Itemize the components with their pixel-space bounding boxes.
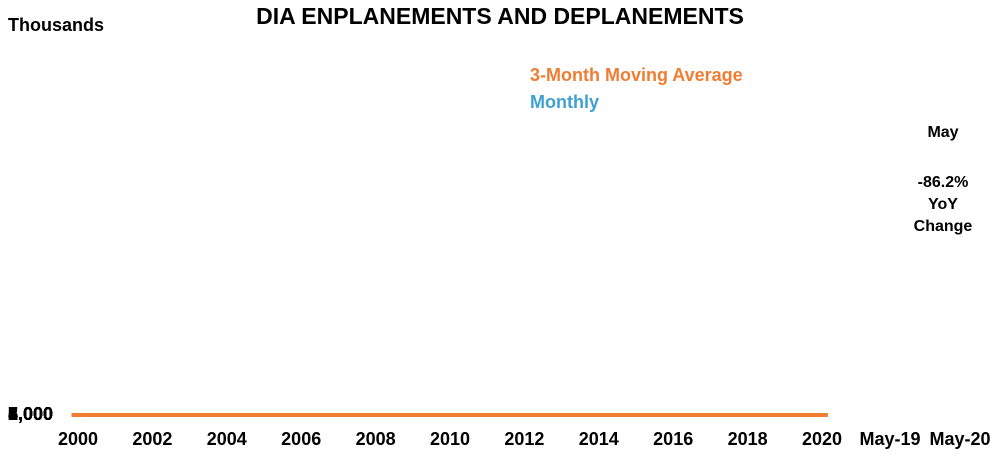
legend-entry: Monthly xyxy=(530,92,599,112)
y-tick-label: 5,000 xyxy=(8,404,53,424)
annotation: YoY xyxy=(928,196,958,213)
y-axis-label: Thousands xyxy=(8,15,104,35)
x-tick-label: 2006 xyxy=(281,429,321,449)
x-tick-label: May-19 xyxy=(859,429,920,449)
x-tick-label: 2004 xyxy=(207,429,247,449)
x-tick-label: 2000 xyxy=(58,429,98,449)
x-tick-label: 2012 xyxy=(504,429,544,449)
y-tick-label: 4,000 xyxy=(8,404,53,424)
chart-title: DIA ENPLANEMENTS AND DEPLANEMENTS xyxy=(256,3,744,29)
x-tick-label: 2020 xyxy=(802,429,842,449)
x-tick-label: 2018 xyxy=(728,429,768,449)
x-tick-label: 2016 xyxy=(653,429,693,449)
y-tick-label: 2,000 xyxy=(8,404,53,424)
annotation: -86.2% xyxy=(918,174,969,191)
annotation: May xyxy=(927,124,958,141)
x-tick-label: May-20 xyxy=(929,429,990,449)
y-tick-label: 7,000 xyxy=(8,404,53,424)
y-tick-label: 8,000 xyxy=(8,404,53,424)
y-tick-label: 1,000 xyxy=(8,404,53,424)
annotation: Change xyxy=(914,218,973,235)
x-tick-label: 2010 xyxy=(430,429,470,449)
legend-entry: 3-Month Moving Average xyxy=(530,65,743,85)
y-tick-label: 6,000 xyxy=(8,404,53,424)
x-tick-label: 2008 xyxy=(356,429,396,449)
x-tick-label: 2014 xyxy=(579,429,619,449)
x-tick-label: 2002 xyxy=(132,429,172,449)
y-tick-label: 3,000 xyxy=(8,404,53,424)
